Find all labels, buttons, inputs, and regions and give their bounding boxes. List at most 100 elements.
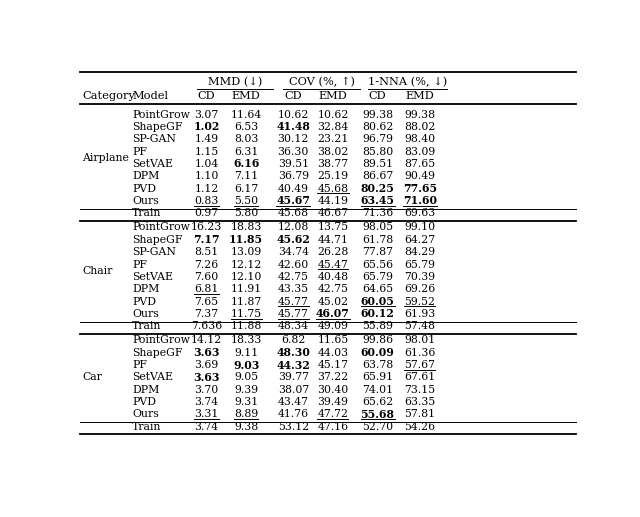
Text: 65.56: 65.56 <box>362 260 393 269</box>
Text: 10.62: 10.62 <box>317 110 349 119</box>
Text: 7.11: 7.11 <box>234 171 259 181</box>
Text: 9.38: 9.38 <box>234 422 259 432</box>
Text: 11.88: 11.88 <box>230 321 262 331</box>
Text: 44.32: 44.32 <box>276 360 310 371</box>
Text: 6.16: 6.16 <box>233 158 259 170</box>
Text: 71.60: 71.60 <box>403 195 436 206</box>
Text: MMD (↓): MMD (↓) <box>208 78 262 88</box>
Text: 55.89: 55.89 <box>362 321 393 331</box>
Text: 5.50: 5.50 <box>234 196 258 206</box>
Text: 87.65: 87.65 <box>404 159 435 169</box>
Text: EMD: EMD <box>232 91 260 101</box>
Text: 9.39: 9.39 <box>234 385 258 395</box>
Text: 52.70: 52.70 <box>362 422 393 432</box>
Text: 63.35: 63.35 <box>404 397 435 407</box>
Text: ShapeGF: ShapeGF <box>132 122 182 132</box>
Text: 45.67: 45.67 <box>276 195 310 206</box>
Text: 10.62: 10.62 <box>278 110 309 119</box>
Text: 67.61: 67.61 <box>404 372 435 383</box>
Text: 53.12: 53.12 <box>278 422 309 432</box>
Text: Ours: Ours <box>132 196 159 206</box>
Text: SP-GAN: SP-GAN <box>132 247 176 257</box>
Text: 99.10: 99.10 <box>404 222 435 233</box>
Text: Train: Train <box>132 208 161 218</box>
Text: 47.16: 47.16 <box>317 422 349 432</box>
Text: 1.02: 1.02 <box>193 121 220 132</box>
Text: PF: PF <box>132 360 147 370</box>
Text: Train: Train <box>132 422 161 432</box>
Text: 57.48: 57.48 <box>404 321 435 331</box>
Text: 70.39: 70.39 <box>404 272 435 282</box>
Text: 41.76: 41.76 <box>278 409 309 419</box>
Text: 18.83: 18.83 <box>230 222 262 233</box>
Text: ShapeGF: ShapeGF <box>132 348 182 358</box>
Text: 9.11: 9.11 <box>234 348 259 358</box>
Text: 39.49: 39.49 <box>317 397 348 407</box>
Text: 1.49: 1.49 <box>195 134 218 144</box>
Text: 77.87: 77.87 <box>362 247 393 257</box>
Text: 73.15: 73.15 <box>404 385 435 395</box>
Text: COV (%, ↑): COV (%, ↑) <box>289 78 355 88</box>
Text: 1.12: 1.12 <box>195 184 219 193</box>
Text: 49.09: 49.09 <box>317 321 348 331</box>
Text: 98.40: 98.40 <box>404 134 435 144</box>
Text: 46.67: 46.67 <box>317 208 349 218</box>
Text: 47.72: 47.72 <box>317 409 348 419</box>
Text: 39.51: 39.51 <box>278 159 309 169</box>
Text: 61.78: 61.78 <box>362 235 393 245</box>
Text: EMD: EMD <box>405 91 434 101</box>
Text: DPM: DPM <box>132 171 159 181</box>
Text: 3.74: 3.74 <box>195 422 218 432</box>
Text: 59.52: 59.52 <box>404 297 435 307</box>
Text: 65.79: 65.79 <box>362 272 393 282</box>
Text: 18.33: 18.33 <box>230 336 262 345</box>
Text: 32.84: 32.84 <box>317 122 349 132</box>
Text: 40.48: 40.48 <box>317 272 349 282</box>
Text: CD: CD <box>284 91 302 101</box>
Text: 3.69: 3.69 <box>195 360 219 370</box>
Text: 84.29: 84.29 <box>404 247 435 257</box>
Text: 8.51: 8.51 <box>195 247 219 257</box>
Text: 99.86: 99.86 <box>362 336 393 345</box>
Text: 45.17: 45.17 <box>317 360 348 370</box>
Text: 9.03: 9.03 <box>233 360 259 371</box>
Text: 11.75: 11.75 <box>230 309 262 319</box>
Text: 0.83: 0.83 <box>195 196 219 206</box>
Text: 6.17: 6.17 <box>234 184 259 193</box>
Text: PVD: PVD <box>132 297 156 307</box>
Text: 12.08: 12.08 <box>278 222 309 233</box>
Text: 65.91: 65.91 <box>362 372 393 383</box>
Text: 43.47: 43.47 <box>278 397 308 407</box>
Text: 34.74: 34.74 <box>278 247 308 257</box>
Text: Airplane: Airplane <box>83 153 129 163</box>
Text: 16.23: 16.23 <box>191 222 222 233</box>
Text: 3.70: 3.70 <box>195 385 219 395</box>
Text: 44.03: 44.03 <box>317 348 349 358</box>
Text: 3.31: 3.31 <box>195 409 219 419</box>
Text: 64.27: 64.27 <box>404 235 435 245</box>
Text: 40.49: 40.49 <box>278 184 308 193</box>
Text: 98.05: 98.05 <box>362 222 393 233</box>
Text: 26.28: 26.28 <box>317 247 349 257</box>
Text: 60.05: 60.05 <box>361 296 394 307</box>
Text: 71.36: 71.36 <box>362 208 393 218</box>
Text: 38.07: 38.07 <box>278 385 309 395</box>
Text: 98.01: 98.01 <box>404 336 435 345</box>
Text: 38.77: 38.77 <box>317 159 349 169</box>
Text: 74.01: 74.01 <box>362 385 393 395</box>
Text: 63.45: 63.45 <box>360 195 395 206</box>
Text: SetVAE: SetVAE <box>132 372 173 383</box>
Text: 64.65: 64.65 <box>362 284 393 294</box>
Text: 0.97: 0.97 <box>195 208 218 218</box>
Text: 61.36: 61.36 <box>404 348 435 358</box>
Text: 9.05: 9.05 <box>234 372 258 383</box>
Text: 7.17: 7.17 <box>193 234 220 246</box>
Text: PointGrow: PointGrow <box>132 336 190 345</box>
Text: 45.77: 45.77 <box>278 309 308 319</box>
Text: 60.12: 60.12 <box>361 308 394 320</box>
Text: 65.79: 65.79 <box>404 260 435 269</box>
Text: 14.12: 14.12 <box>191 336 222 345</box>
Text: 63.78: 63.78 <box>362 360 393 370</box>
Text: PointGrow: PointGrow <box>132 110 190 119</box>
Text: Chair: Chair <box>83 266 113 276</box>
